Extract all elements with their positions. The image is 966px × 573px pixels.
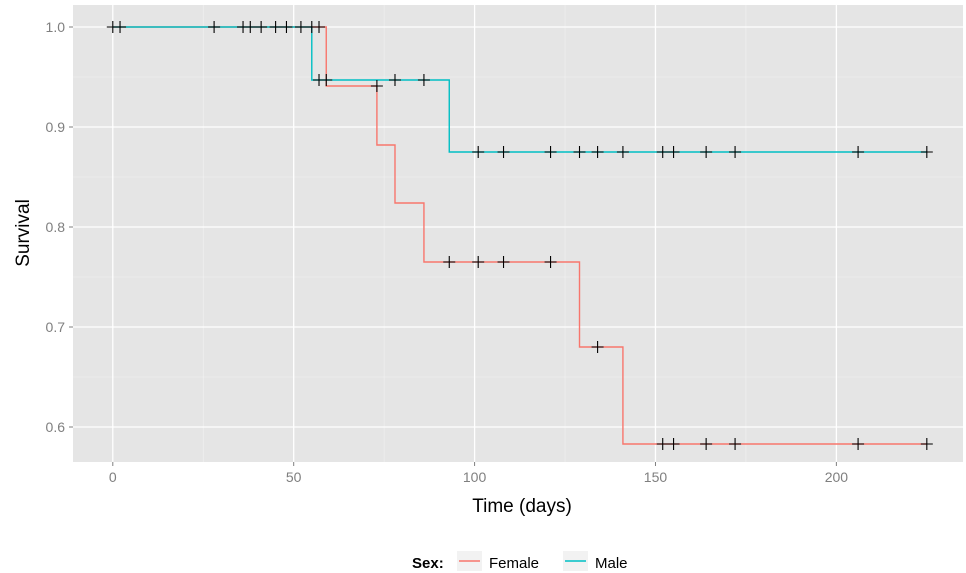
censor-mark-female [700, 438, 713, 450]
legend-label-male: Male [595, 555, 628, 572]
y-tick-label: 0.9 [46, 119, 66, 135]
minor-gridlines [73, 5, 963, 462]
x-tick-label: 100 [463, 469, 487, 485]
y-axis-title: Survival [13, 199, 34, 267]
censor-mark-female [255, 21, 268, 33]
censor-mark-female [472, 256, 485, 268]
censor-mark-male [573, 146, 586, 158]
censor-mark-female [294, 21, 307, 33]
censor-mark-female [497, 256, 510, 268]
y-tick-label: 0.7 [46, 319, 66, 335]
censor-mark-female [244, 21, 257, 33]
y-tick-label: 1.0 [46, 19, 66, 35]
censor-mark-female [920, 438, 933, 450]
censor-mark-female [280, 21, 293, 33]
censor-mark-female [443, 256, 456, 268]
censor-mark-female [269, 21, 282, 33]
censor-mark-male [700, 146, 713, 158]
y-tick-labels: 0.6 0.7 0.8 0.9 1.0 [46, 19, 66, 435]
x-tick-label: 50 [286, 469, 302, 485]
series-line-female [112, 26, 927, 445]
legend: Sex: Female Male [412, 551, 628, 572]
censor-mark-male [591, 146, 604, 158]
censor-mark-male [656, 146, 669, 158]
censor-mark-male [472, 146, 485, 158]
censor-mark-male [667, 146, 680, 158]
censor-mark-female [591, 341, 604, 353]
censor-mark-female [544, 256, 557, 268]
x-tick-label: 150 [644, 469, 668, 485]
censor-mark-male [616, 146, 629, 158]
axis-ticks [69, 26, 837, 466]
censor-mark-male [417, 74, 430, 86]
x-tick-label: 200 [825, 469, 849, 485]
legend-label-female: Female [489, 555, 539, 572]
censor-mark-male [920, 146, 933, 158]
censor-mark-male [729, 146, 742, 158]
censor-mark-female [852, 438, 865, 450]
y-tick-label: 0.6 [46, 419, 66, 435]
legend-title: Sex: [412, 555, 444, 572]
censor-mark-male [852, 146, 865, 158]
censor-mark-female [114, 21, 127, 33]
x-axis-title: Time (days) [472, 496, 572, 517]
censor-mark-female [313, 21, 326, 33]
censor-mark-female [729, 438, 742, 450]
x-tick-labels: 0 50 100 150 200 [109, 469, 848, 485]
censor-mark-male [497, 146, 510, 158]
censor-mark-female [656, 438, 669, 450]
censor-marks [106, 21, 933, 450]
censor-mark-male [544, 146, 557, 158]
x-tick-label: 0 [109, 469, 117, 485]
censor-mark-female [370, 80, 383, 92]
y-tick-label: 0.8 [46, 219, 66, 235]
censor-mark-male [388, 74, 401, 86]
censor-mark-female [667, 438, 680, 450]
plot-panel [73, 5, 963, 462]
censor-mark-male [320, 74, 333, 86]
major-gridlines [73, 5, 963, 462]
censor-mark-female [208, 21, 221, 33]
